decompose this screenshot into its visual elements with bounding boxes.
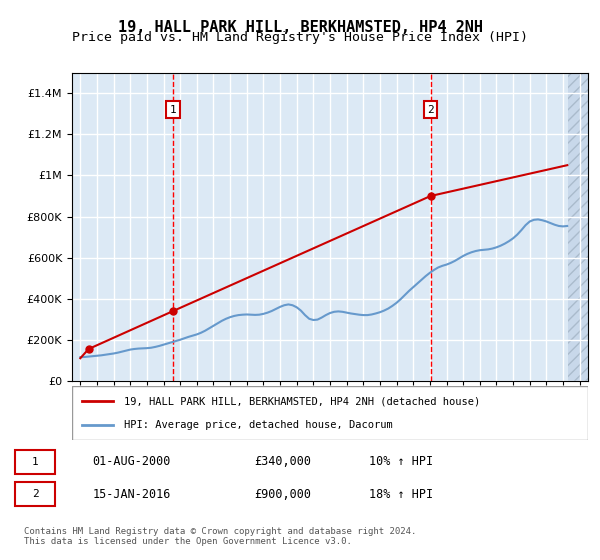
Text: 19, HALL PARK HILL, BERKHAMSTED, HP4 2NH: 19, HALL PARK HILL, BERKHAMSTED, HP4 2NH	[118, 20, 482, 35]
FancyBboxPatch shape	[72, 386, 588, 440]
FancyBboxPatch shape	[15, 482, 55, 506]
Bar	[568, 73, 600, 381]
Text: 1: 1	[170, 105, 176, 115]
Text: 15-JAN-2016: 15-JAN-2016	[92, 488, 171, 501]
Text: 19, HALL PARK HILL, BERKHAMSTED, HP4 2NH (detached house): 19, HALL PARK HILL, BERKHAMSTED, HP4 2NH…	[124, 396, 480, 407]
Text: Price paid vs. HM Land Registry's House Price Index (HPI): Price paid vs. HM Land Registry's House …	[72, 31, 528, 44]
FancyBboxPatch shape	[15, 450, 55, 474]
Text: 10% ↑ HPI: 10% ↑ HPI	[369, 455, 433, 469]
Text: 1: 1	[32, 457, 38, 467]
Text: HPI: Average price, detached house, Dacorum: HPI: Average price, detached house, Daco…	[124, 419, 392, 430]
Text: 2: 2	[427, 105, 434, 115]
Text: £900,000: £900,000	[254, 488, 311, 501]
Text: 2: 2	[32, 489, 38, 499]
Text: £340,000: £340,000	[254, 455, 311, 469]
Text: Contains HM Land Registry data © Crown copyright and database right 2024.
This d: Contains HM Land Registry data © Crown c…	[24, 526, 416, 546]
Text: 18% ↑ HPI: 18% ↑ HPI	[369, 488, 433, 501]
Text: 01-AUG-2000: 01-AUG-2000	[92, 455, 171, 469]
